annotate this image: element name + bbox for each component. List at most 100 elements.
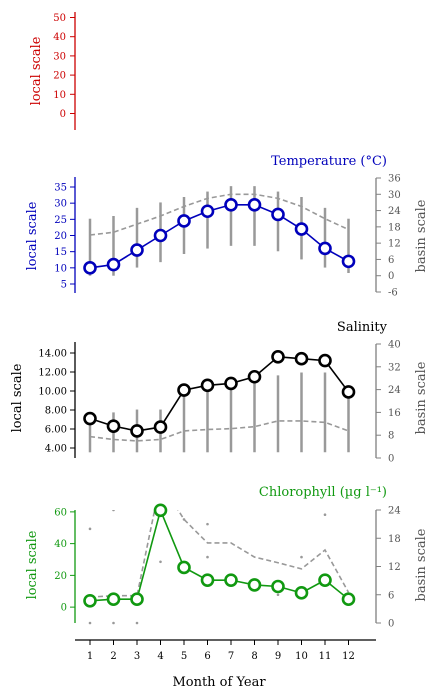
chlorophyll-basin-point bbox=[277, 292, 280, 295]
temperature-right-tick-label: 6 bbox=[388, 255, 394, 266]
top-left-tick-label: 0 bbox=[60, 109, 66, 120]
temperature-local-point bbox=[83, 261, 97, 275]
chlorophyll-local-point bbox=[200, 573, 215, 587]
temperature-local-point bbox=[294, 222, 309, 236]
x-tick-label: 6 bbox=[204, 651, 210, 662]
salinity-local-point bbox=[224, 376, 238, 391]
temperature-title: Temperature (°C) bbox=[271, 154, 387, 169]
chlorophyll-local-point bbox=[224, 573, 238, 587]
chlorophyll-local-point bbox=[177, 560, 191, 575]
chlorophyll-right-tick-label: 0 bbox=[388, 619, 394, 630]
salinity-left-tick-label: 6.00 bbox=[45, 425, 67, 436]
temperature-local-point bbox=[318, 241, 332, 256]
salinity-local-point bbox=[318, 353, 332, 368]
x-tick-label: 9 bbox=[275, 651, 281, 662]
temperature-left-tick-label: 30 bbox=[54, 199, 67, 210]
chlorophyll-basin-point bbox=[112, 621, 115, 625]
chlorophyll-basin-point bbox=[206, 522, 209, 526]
temperature-local-point bbox=[224, 197, 238, 212]
x-tick-label: 5 bbox=[181, 651, 187, 662]
temperature-panel: 5 10 15 20 25 30 35 local scale -6 0 6 12 18 24 30 36 ba… bbox=[25, 154, 429, 299]
temperature-local-point bbox=[130, 243, 144, 257]
salinity-right-tick-label: 0 bbox=[388, 454, 394, 465]
chlorophyll-basin-point bbox=[88, 621, 92, 625]
temperature-local-point bbox=[106, 257, 121, 272]
top-left-tick-label: 10 bbox=[53, 90, 66, 101]
chlorophyll-right-tick-label: 24 bbox=[388, 506, 401, 517]
salinity-local-point bbox=[106, 419, 121, 433]
chlorophyll-basin-point bbox=[112, 510, 115, 512]
chlorophyll-local-point bbox=[247, 578, 262, 592]
temperature-basin-mean-line bbox=[89, 193, 349, 236]
chlorophyll-basin-point bbox=[159, 405, 162, 408]
salinity-local-point bbox=[83, 411, 97, 426]
chlorophyll-left-tick-label: 0 bbox=[61, 603, 67, 614]
temperature-right-tick-label: 0 bbox=[388, 271, 394, 282]
chlorophyll-title: Chlorophyll (µg l⁻¹) bbox=[259, 485, 387, 500]
chlorophyll-local-point bbox=[271, 579, 285, 594]
temperature-right-tick-label: 12 bbox=[388, 239, 401, 250]
top-left-tick-label: 50 bbox=[53, 13, 66, 24]
top-left-axis-label: local scale bbox=[29, 36, 44, 105]
salinity-panel: 4.00 6.00 8.00 10.00 12.00 14.00 local scale 0 8… bbox=[10, 320, 429, 465]
salinity-local-point bbox=[294, 351, 309, 366]
salinity-left-tick-label: 10.00 bbox=[38, 387, 67, 398]
salinity-left-tick-label: 4.00 bbox=[45, 444, 67, 455]
temperature-right-tick-label: 24 bbox=[388, 206, 401, 217]
temperature-left-axis-label: local scale bbox=[25, 201, 40, 270]
top-left-tick-label: 20 bbox=[53, 71, 66, 82]
chlorophyll-basin-point bbox=[88, 527, 92, 531]
salinity-right-tick-label: 32 bbox=[388, 362, 401, 373]
salinity-title: Salinity bbox=[337, 320, 388, 335]
temperature-right-tick-label: -6 bbox=[388, 288, 398, 299]
x-tick-label: 8 bbox=[251, 651, 257, 662]
chlorophyll-left-tick-label: 40 bbox=[54, 539, 67, 550]
top-left-tick-label: 30 bbox=[53, 51, 66, 62]
chlorophyll-basin-point bbox=[206, 555, 209, 559]
top-panel: 0 10 20 30 40 50 local scale bbox=[29, 12, 76, 130]
chlorophyll-left-axis-label: local scale bbox=[25, 530, 40, 599]
salinity-right-tick-label: 8 bbox=[388, 431, 394, 442]
chlorophyll-basin-point bbox=[253, 490, 256, 493]
x-axis-label: Month of Year bbox=[172, 675, 266, 690]
chlorophyll-local-point bbox=[341, 592, 356, 606]
chlorophyll-local-point bbox=[294, 586, 309, 600]
salinity-left-tick-label: 14.00 bbox=[38, 349, 67, 360]
temperature-local-line bbox=[89, 203, 349, 269]
temperature-local-point bbox=[153, 228, 168, 243]
chlorophyll-basin-point bbox=[323, 513, 327, 517]
chlorophyll-basin-point bbox=[230, 330, 233, 333]
chlorophyll-right-tick-label: 6 bbox=[388, 590, 394, 601]
salinity-basin-mean-line bbox=[89, 420, 349, 442]
top-left-tick-label: 40 bbox=[53, 32, 66, 43]
x-tick-label: 11 bbox=[319, 651, 332, 662]
chlorophyll-basin-point bbox=[135, 621, 139, 625]
x-tick-label: 2 bbox=[110, 651, 116, 662]
chlorophyll-local-point bbox=[130, 592, 144, 606]
salinity-right-tick-label: 40 bbox=[388, 340, 401, 351]
temperature-local-point bbox=[177, 214, 191, 228]
temperature-right-axis-label: basin scale bbox=[414, 199, 429, 272]
salinity-left-axis-label: local scale bbox=[10, 363, 25, 432]
chlorophyll-left-tick-label: 60 bbox=[54, 507, 67, 518]
temperature-local-point bbox=[341, 254, 356, 269]
x-tick-label: 1 bbox=[87, 651, 93, 662]
chlorophyll-basin-point bbox=[300, 555, 303, 559]
temperature-right-tick-label: 30 bbox=[388, 190, 401, 201]
salinity-left-tick-label: 8.00 bbox=[45, 406, 67, 417]
salinity-local-point bbox=[153, 420, 168, 434]
chlorophyll-panel: 0 20 40 60 local scale 0 6 12 18 24 basin scale Chl… bbox=[25, 292, 429, 630]
chlorophyll-right-tick-label: 18 bbox=[388, 534, 401, 545]
chlorophyll-left-tick-label: 20 bbox=[54, 571, 67, 582]
chlorophyll-basin-point bbox=[276, 593, 280, 597]
temperature-left-tick-label: 35 bbox=[54, 183, 67, 194]
chlorophyll-local-point bbox=[318, 573, 332, 587]
temperature-left-tick-label: 25 bbox=[54, 215, 67, 226]
chlorophyll-local-point bbox=[83, 593, 97, 608]
salinity-local-line bbox=[89, 355, 350, 432]
temperature-left-tick-label: 15 bbox=[54, 247, 67, 258]
temperature-left-tick-label: 10 bbox=[54, 263, 67, 274]
temperature-right-tick-label: 36 bbox=[388, 174, 401, 185]
